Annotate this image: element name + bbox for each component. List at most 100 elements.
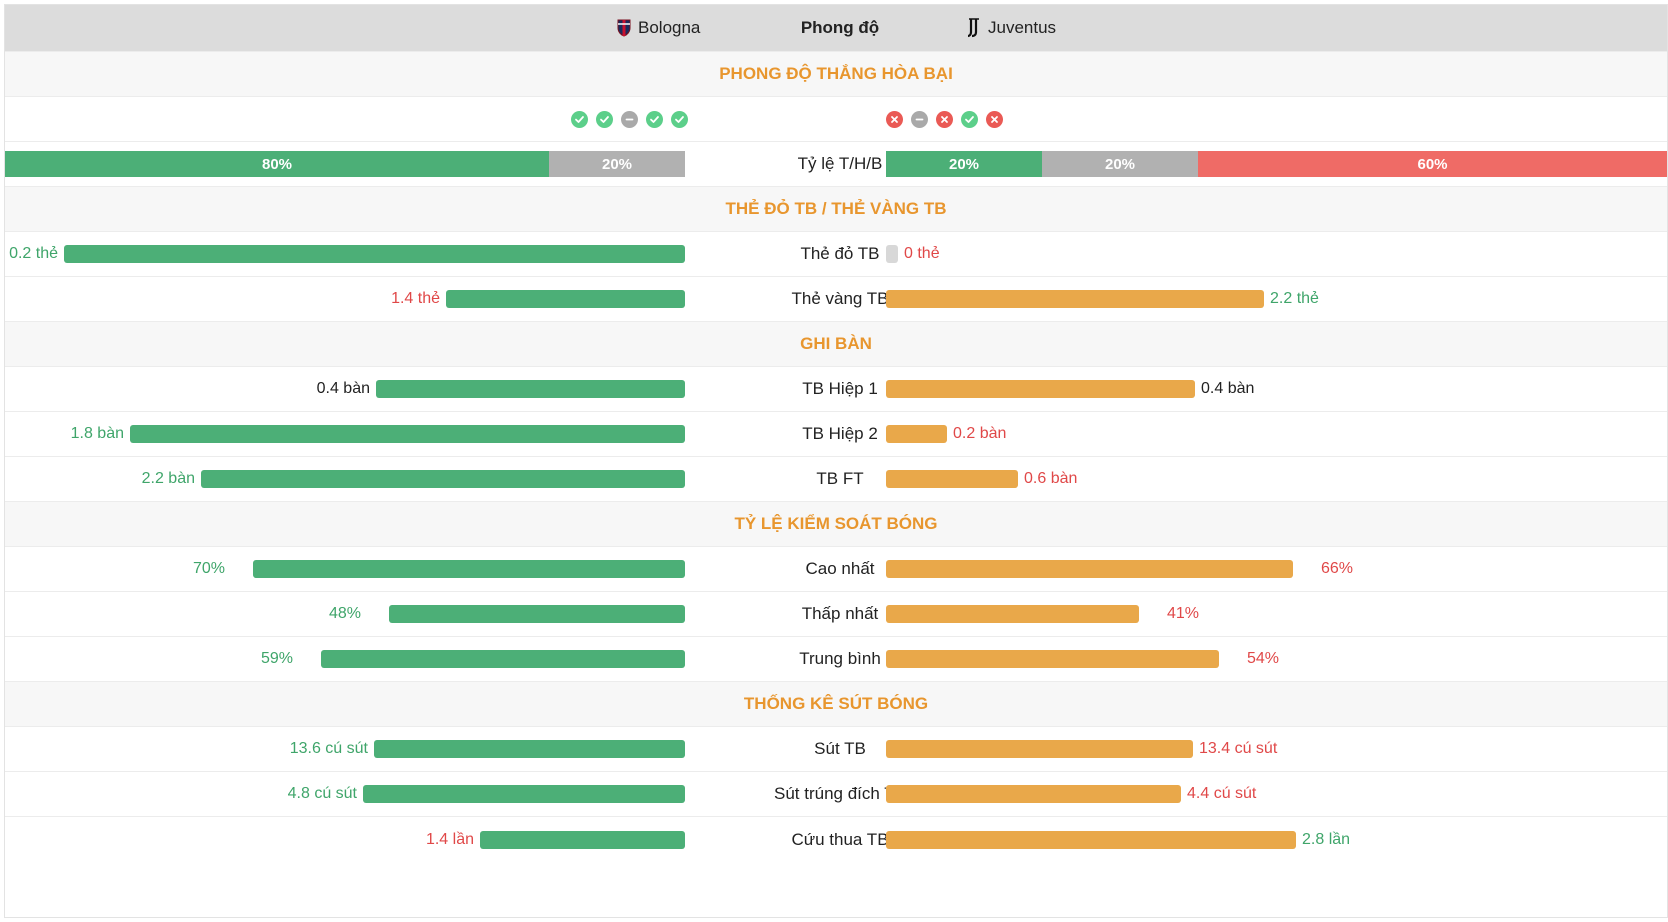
- stat-row-possession-min: 48% Thấp nhất 41%: [5, 591, 1667, 636]
- home-value: 4.8 cú sút: [287, 785, 357, 802]
- away-win-segment: 20%: [886, 151, 1042, 177]
- bologna-crest-icon: [617, 19, 631, 37]
- home-form-win-icon: [646, 110, 663, 128]
- home-form-win-icon: [671, 110, 688, 128]
- stat-label: Sút TB: [814, 739, 866, 758]
- away-value: 0 thẻ: [904, 245, 940, 262]
- juventus-logo-icon: [967, 18, 981, 38]
- stat-label: Sút trúng đích TB: [774, 784, 906, 803]
- away-value: 41%: [1167, 605, 1200, 622]
- away-bar: [886, 740, 1193, 758]
- away-bar: [886, 650, 1219, 668]
- away-form-draw-icon: [911, 110, 928, 128]
- home-form-win-icon: [596, 110, 613, 128]
- home-bar: [321, 650, 685, 668]
- ratio-row: 80% 20% Tỷ lệ T/H/B 20% 20% 60%: [5, 141, 1667, 186]
- home-bar: [480, 831, 685, 849]
- stat-row-half1: 0.4 bàn TB Hiệp 1 0.4 bàn: [5, 366, 1667, 411]
- section-form-title: PHONG ĐỘ THẮNG HÒA BẠI: [5, 51, 1667, 96]
- away-value: 2.2 thẻ: [1270, 290, 1319, 307]
- away-value: 13.4 cú sút: [1199, 740, 1278, 757]
- home-value: 2.2 bàn: [141, 470, 195, 487]
- away-form-loss-icon: [886, 110, 903, 128]
- home-value: 0.2 thẻ: [9, 245, 58, 262]
- section-possession-title: TỶ LỆ KIỂM SOÁT BÓNG: [5, 501, 1667, 546]
- home-value: 70%: [192, 560, 225, 577]
- home-win-segment: 80%: [5, 151, 549, 177]
- away-form-icons: [886, 97, 1003, 141]
- home-bar: [363, 785, 685, 803]
- away-loss-segment: 60%: [1198, 151, 1667, 177]
- home-bar: [376, 380, 685, 398]
- away-bar: [886, 245, 898, 263]
- away-loss-label: 60%: [1417, 155, 1448, 173]
- away-draw-label: 20%: [1104, 155, 1136, 173]
- section-shots-title: THỐNG KÊ SÚT BÓNG: [5, 681, 1667, 726]
- home-form-icons: [571, 97, 688, 141]
- section-cards-title: THẺ ĐỎ TB / THẺ VÀNG TB: [5, 186, 1667, 231]
- home-value: 13.6 cú sút: [289, 740, 368, 757]
- away-win-label: 20%: [948, 155, 980, 173]
- form-row: [5, 96, 1667, 141]
- away-bar: [886, 380, 1195, 398]
- away-value: 0.4 bàn: [1201, 380, 1255, 397]
- home-value: 59%: [260, 650, 293, 667]
- away-bar: [886, 831, 1296, 849]
- stat-label: TB FT: [816, 469, 864, 488]
- away-form-loss-icon: [986, 110, 1003, 128]
- away-team[interactable]: Juventus: [967, 5, 1056, 51]
- stat-label: Cứu thua TB: [791, 829, 889, 849]
- home-value: 48%: [328, 605, 361, 622]
- home-team-name: Bologna: [638, 18, 701, 37]
- away-form-loss-icon: [936, 110, 953, 128]
- home-value: 1.8 bàn: [70, 425, 124, 442]
- stat-label: Cao nhất: [805, 559, 875, 578]
- away-team-name: Juventus: [988, 18, 1057, 37]
- away-value: 0.2 bàn: [953, 425, 1007, 442]
- home-value: 1.4 thẻ: [391, 290, 440, 307]
- stat-row-possession-max: 70% Cao nhất 66%: [5, 546, 1667, 591]
- home-team[interactable]: Bologna: [617, 5, 700, 51]
- stat-label: Thẻ đỏ TB: [800, 244, 880, 263]
- home-bar: [64, 245, 685, 263]
- away-draw-segment: 20%: [1042, 151, 1198, 177]
- away-bar: [886, 560, 1293, 578]
- away-bar: [886, 290, 1264, 308]
- stat-row-red-card: 0.2 thẻ Thẻ đỏ TB 0 thẻ: [5, 231, 1667, 276]
- away-value: 66%: [1321, 560, 1354, 577]
- stat-label: Trung bình: [799, 649, 881, 668]
- stat-label: TB Hiệp 2: [802, 424, 878, 443]
- comparison-header: Bologna Phong độ Juventus: [5, 5, 1667, 51]
- ratio-label: Tỷ lệ T/H/B: [797, 154, 883, 173]
- section-goals-title: GHI BÀN: [5, 321, 1667, 366]
- home-form-draw-icon: [621, 110, 638, 128]
- stat-row-shots: 13.6 cú sút Sút TB 13.4 cú sút: [5, 726, 1667, 771]
- stat-row-half2: 1.8 bàn TB Hiệp 2 0.2 bàn: [5, 411, 1667, 456]
- home-bar: [389, 605, 685, 623]
- home-bar: [446, 290, 685, 308]
- home-bar: [130, 425, 685, 443]
- stat-label: Thấp nhất: [801, 604, 879, 623]
- team-form-comparison: Bologna Phong độ Juventus PHONG ĐỘ THẮNG…: [4, 4, 1668, 918]
- stat-row-yellow-card: 1.4 thẻ Thẻ vàng TB 2.2 thẻ: [5, 276, 1667, 321]
- stat-row-shots-on-target: 4.8 cú sút Sút trúng đích TB 4.4 cú sút: [5, 771, 1667, 816]
- stat-row-possession-avg: 59% Trung bình 54%: [5, 636, 1667, 681]
- stat-label: Thẻ vàng TB: [791, 289, 889, 308]
- away-value: 2.8 lần: [1302, 831, 1351, 848]
- home-draw-label: 20%: [601, 155, 633, 173]
- home-bar: [253, 560, 685, 578]
- home-win-label: 80%: [261, 155, 293, 173]
- stat-label: TB Hiệp 1: [802, 379, 878, 398]
- away-value: 0.6 bàn: [1024, 470, 1078, 487]
- home-value: 1.4 lần: [425, 831, 474, 848]
- stat-row-ft: 2.2 bàn TB FT 0.6 bàn: [5, 456, 1667, 501]
- stat-row-saves: 1.4 lần Cứu thua TB 2.8 lần: [5, 816, 1667, 862]
- away-bar: [886, 785, 1181, 803]
- away-value: 4.4 cú sút: [1187, 785, 1257, 802]
- away-bar: [886, 470, 1018, 488]
- home-bar: [201, 470, 685, 488]
- home-bar: [374, 740, 685, 758]
- away-value: 54%: [1247, 650, 1280, 667]
- away-bar: [886, 605, 1139, 623]
- away-form-win-icon: [961, 110, 978, 128]
